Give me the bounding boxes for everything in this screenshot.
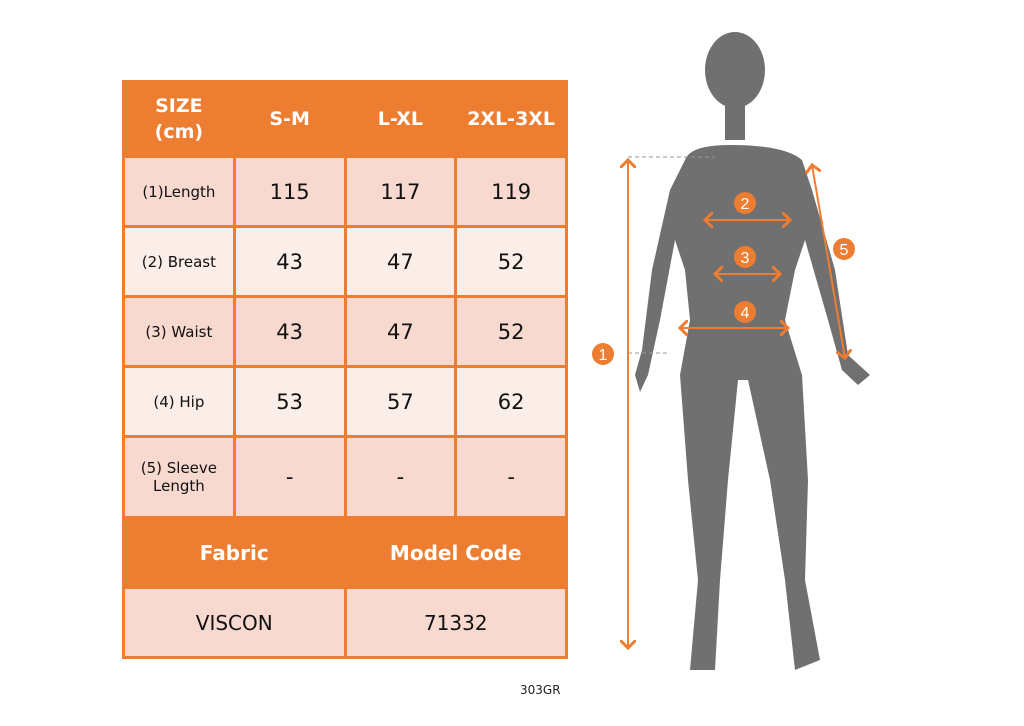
svg-text:4: 4 xyxy=(741,305,750,322)
header-size-unit: SIZE (cm) xyxy=(122,80,236,158)
header-size-l-xl: L-XL xyxy=(343,80,458,158)
table-row: (1)Length 115 117 119 xyxy=(122,155,568,228)
cell-value: 47 xyxy=(343,295,458,368)
marker-5: 5 xyxy=(833,238,855,260)
header-size-2xl-3xl: 2XL-3XL xyxy=(454,80,568,158)
row-label: (1)Length xyxy=(122,155,236,228)
size-table: SIZE (cm) S-M L-XL 2XL-3XL (1)Length 115 … xyxy=(122,80,568,659)
table-row: (5) Sleeve Length - - - xyxy=(122,435,568,519)
cell-value: 62 xyxy=(454,365,568,438)
header-size-s-m: S-M xyxy=(232,80,347,158)
cell-value: 57 xyxy=(343,365,458,438)
svg-text:5: 5 xyxy=(840,242,849,259)
svg-text:1: 1 xyxy=(599,347,608,364)
row-label: (5) Sleeve Length xyxy=(122,435,236,519)
cell-value: 43 xyxy=(232,295,347,368)
cell-value: 115 xyxy=(232,155,347,228)
info-header-row: Fabric Model Code xyxy=(122,516,568,589)
sleeve-arrow xyxy=(812,165,845,358)
svg-text:3: 3 xyxy=(741,250,750,267)
svg-text:2: 2 xyxy=(741,196,750,213)
marker-3: 3 xyxy=(734,246,756,268)
fabric-value: VISCON xyxy=(122,586,347,659)
measure-arrows xyxy=(628,160,845,648)
cell-value: - xyxy=(454,435,568,519)
table-row: (3) Waist 43 47 52 xyxy=(122,295,568,368)
cell-value: 53 xyxy=(232,365,347,438)
marker-1: 1 xyxy=(592,343,614,365)
cell-value: 52 xyxy=(454,295,568,368)
silhouette xyxy=(635,32,870,670)
header-fabric: Fabric xyxy=(122,516,347,589)
table-row: (4) Hip 53 57 62 xyxy=(122,365,568,438)
info-row: VISCON 71332 xyxy=(122,586,568,659)
cell-value: 47 xyxy=(343,225,458,298)
table-header-row: SIZE (cm) S-M L-XL 2XL-3XL xyxy=(122,80,568,158)
marker-4: 4 xyxy=(734,301,756,323)
model-code-value: 71332 xyxy=(343,586,568,659)
row-label: (2) Breast xyxy=(122,225,236,298)
row-label: (4) Hip xyxy=(122,365,236,438)
cell-value: 117 xyxy=(343,155,458,228)
table-row: (2) Breast 43 47 52 xyxy=(122,225,568,298)
marker-2: 2 xyxy=(734,192,756,214)
body-measurement-figure: 1 2 3 4 5 xyxy=(592,32,870,670)
cell-value: 119 xyxy=(454,155,568,228)
cell-value: 52 xyxy=(454,225,568,298)
cell-value: - xyxy=(343,435,458,519)
header-model-code: Model Code xyxy=(343,516,568,589)
cell-value: 43 xyxy=(232,225,347,298)
product-code: 303GR xyxy=(520,683,561,697)
cell-value: - xyxy=(232,435,347,519)
row-label: (3) Waist xyxy=(122,295,236,368)
